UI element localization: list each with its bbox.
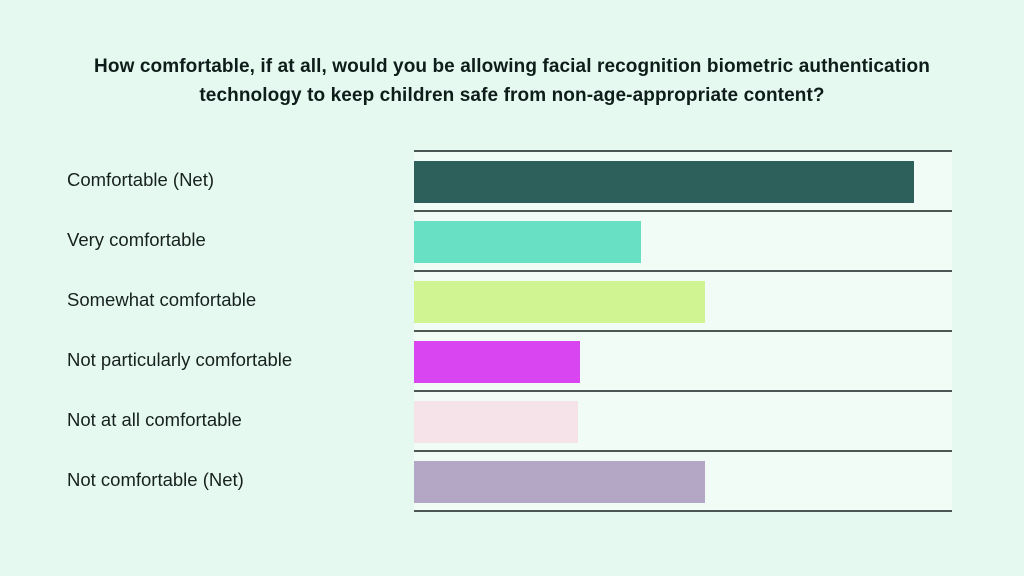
- bar-track: [414, 330, 952, 392]
- category-label: Not comfortable (Net): [67, 469, 244, 490]
- bar: [414, 341, 581, 383]
- chart-row: Not comfortable (Net): [0, 450, 1024, 510]
- chart-row: Somewhat comfortable: [0, 270, 1024, 330]
- bar-track: [414, 150, 952, 212]
- bar: [414, 221, 642, 263]
- chart-title: How comfortable, if at all, would you be…: [94, 56, 930, 107]
- chart-rows: Comfortable (Net) Very comfortable Somewha…: [0, 150, 1024, 510]
- bar: [414, 401, 579, 443]
- bar-track: [414, 390, 952, 452]
- bar-track: [414, 270, 952, 332]
- bar: [414, 161, 914, 203]
- bar: [414, 281, 706, 323]
- chart-row: Not at all comfortable: [0, 390, 1024, 450]
- category-label: Somewhat comfortable: [67, 289, 257, 310]
- bar-track: [414, 210, 952, 272]
- chart-row: Not particularly comfortable: [0, 330, 1024, 390]
- category-label: Comfortable (Net): [67, 169, 215, 190]
- chart-row: Comfortable (Net): [0, 150, 1024, 210]
- category-label: Very comfortable: [67, 229, 206, 250]
- chart-row: Very comfortable: [0, 210, 1024, 270]
- bar-track: [414, 450, 952, 512]
- bottom-gridline: [414, 510, 952, 512]
- category-label: Not particularly comfortable: [67, 349, 293, 370]
- bar: [414, 461, 706, 503]
- category-label: Not at all comfortable: [67, 409, 242, 430]
- bar-chart: Comfortable (Net) Very comfortable Somewha…: [0, 150, 1024, 512]
